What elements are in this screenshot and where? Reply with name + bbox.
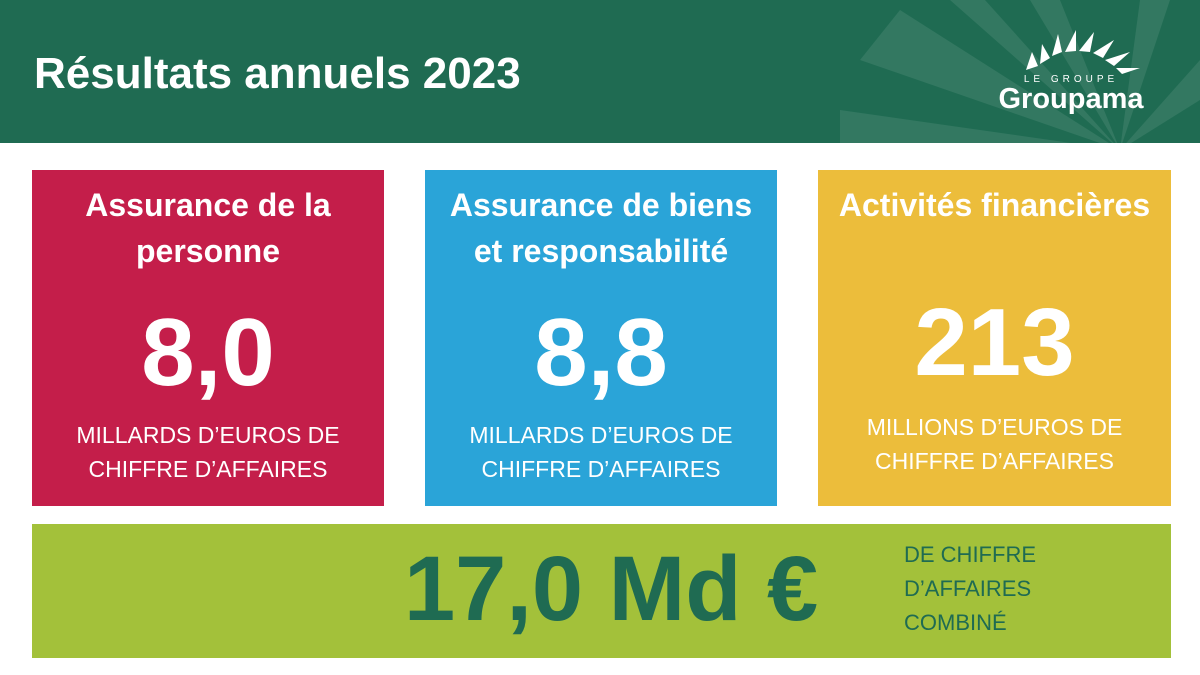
page-title: Résultats annuels 2023 bbox=[34, 49, 521, 98]
card-value: 8,0 bbox=[141, 299, 275, 406]
logo-wordmark: Groupama bbox=[998, 83, 1144, 115]
card-value: 213 bbox=[914, 289, 1075, 396]
card-title: Assurance de la personne bbox=[85, 187, 331, 269]
total-value: 17,0 Md € bbox=[404, 538, 819, 640]
card-value: 8,8 bbox=[534, 299, 668, 406]
card-assurance-biens: Assurance de biens et responsabilité 8,8… bbox=[425, 170, 777, 506]
total-caption: DE CHIFFRE D’AFFAIRES COMBINÉ bbox=[904, 542, 1036, 635]
card-title: Activités financières bbox=[838, 187, 1151, 223]
sun-rays-icon bbox=[1026, 30, 1140, 74]
card-assurance-personne: Assurance de la personne 8,0 MILLARDS D’… bbox=[32, 170, 384, 506]
total-banner: 17,0 Md € DE CHIFFRE D’AFFAIRES COMBINÉ bbox=[32, 524, 1171, 658]
card-activites-financieres: Activités financières 213 MILLIONS D’EUR… bbox=[818, 170, 1171, 506]
card-caption: MILLIONS D’EUROS DE CHIFFRE D’AFFAIRES bbox=[866, 414, 1123, 474]
header-banner: Résultats annuels 2023 LE GROUPE Groupam… bbox=[0, 0, 1200, 143]
card-title: Assurance de biens et responsabilité bbox=[449, 187, 753, 269]
header-rays-decoration bbox=[840, 0, 1200, 143]
card-caption: MILLARDS D’EUROS DE CHIFFRE D’AFFAIRES bbox=[469, 422, 733, 482]
logo-small-text: LE GROUPE bbox=[1023, 74, 1119, 85]
card-caption: MILLARDS D’EUROS DE CHIFFRE D’AFFAIRES bbox=[76, 422, 340, 482]
groupama-logo: LE GROUPE Groupama bbox=[990, 22, 1160, 115]
